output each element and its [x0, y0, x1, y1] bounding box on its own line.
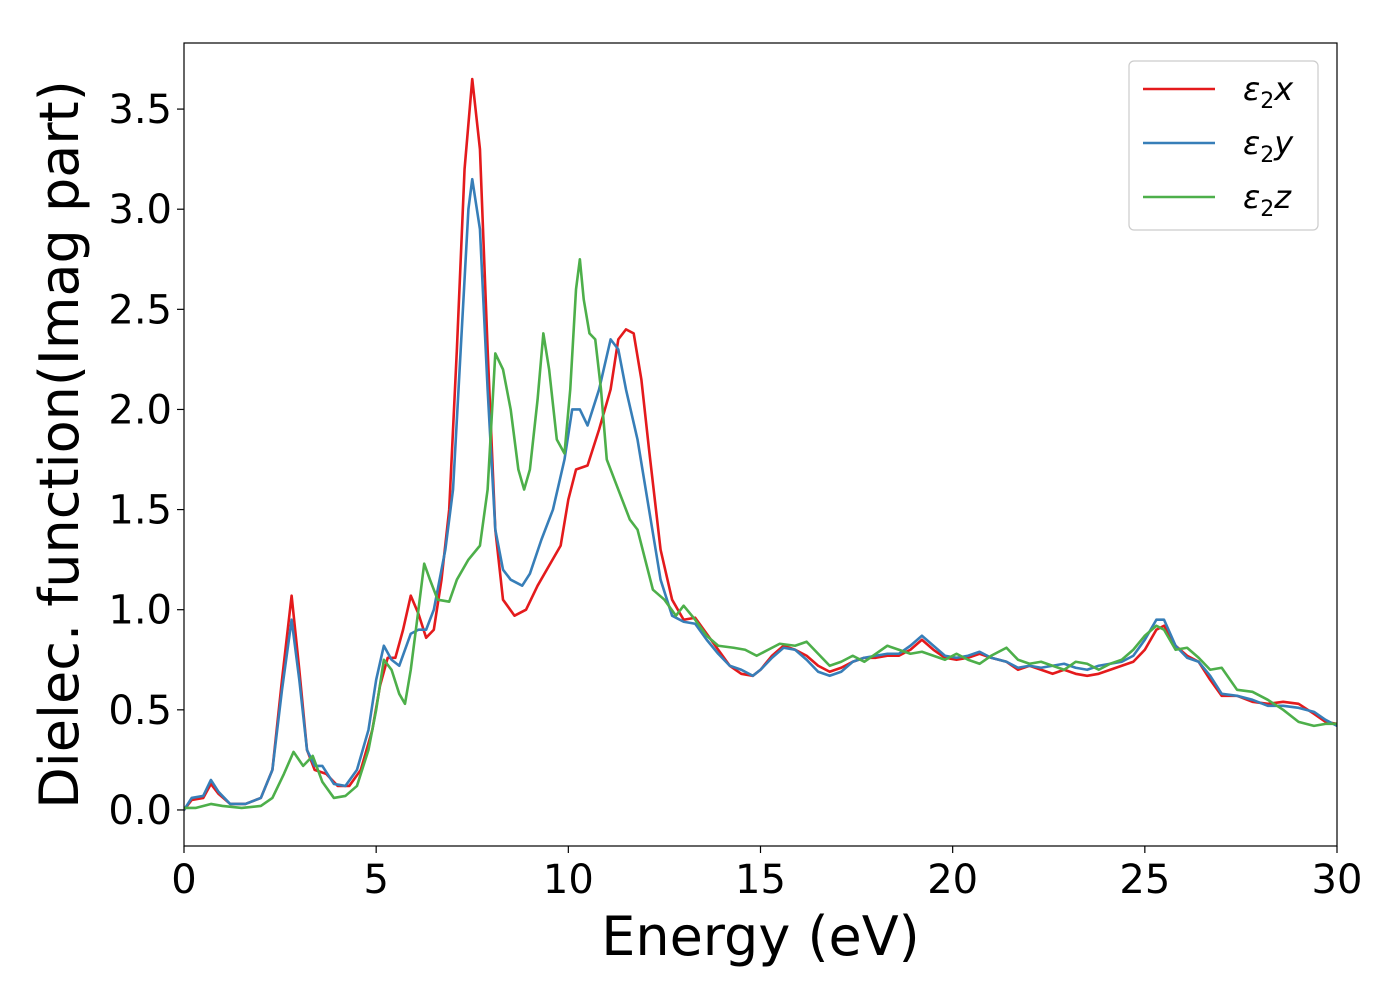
series-line-3	[184, 257, 1337, 810]
legend-entry-label: ε2x	[1243, 70, 1294, 114]
legend-entry-label: ε2y	[1243, 124, 1294, 168]
x-tick-label: 25	[1119, 857, 1170, 903]
y-axis-ticks: 0.0 0.5 1.0 1.5 2.0 2.5 3.0 3.5	[108, 87, 184, 834]
y-tick-label: 3.0	[108, 187, 172, 233]
x-tick-label: 0	[171, 857, 196, 903]
y-tick-label: 2.5	[108, 287, 172, 333]
y-axis-title: Dielec. function(Imag part)	[28, 80, 91, 809]
x-tick-label: 5	[363, 857, 388, 903]
x-tick-label: 10	[543, 857, 594, 903]
y-tick-label: 0.0	[108, 788, 172, 834]
y-tick-label: 1.5	[108, 488, 172, 534]
y-tick-label: 3.5	[108, 87, 172, 133]
x-tick-label: 20	[927, 857, 978, 903]
legend-box	[1128, 60, 1319, 231]
y-tick-label: 2.0	[108, 387, 172, 433]
legend-entry-label: ε2z	[1243, 178, 1292, 222]
x-tick-label: 15	[735, 857, 786, 903]
legend: ε2x ε2y ε2z	[1128, 60, 1319, 231]
x-tick-label: 30	[1312, 857, 1363, 903]
y-tick-label: 1.0	[108, 588, 172, 634]
x-axis-title: Energy (eV)	[601, 905, 920, 968]
y-tick-label: 0.5	[108, 688, 172, 734]
plot-lines	[184, 77, 1337, 812]
x-axis-ticks: 0 5 10 15 20 25 30	[171, 846, 1362, 903]
